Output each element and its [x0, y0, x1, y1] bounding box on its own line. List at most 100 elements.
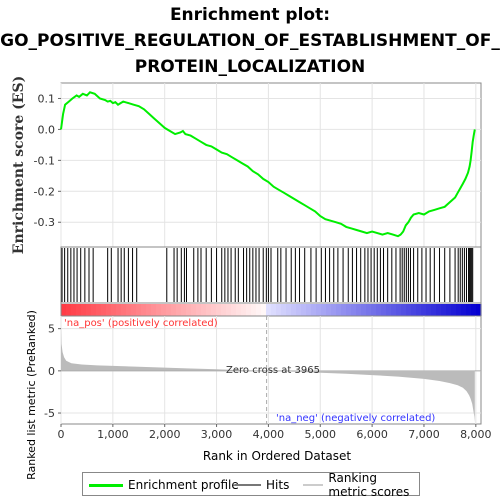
es-y-tick-label: 0.1: [38, 92, 56, 105]
negative-correlation-label: 'na_neg' (negatively correlated): [276, 413, 435, 424]
color-bar-segment: [301, 304, 307, 316]
color-bar-segment: [96, 304, 102, 316]
color-bar-segment: [166, 304, 172, 316]
es-y-tick-label: -0.2: [34, 185, 55, 198]
color-bar-segment: [406, 304, 412, 316]
color-bar-segment: [416, 304, 422, 316]
color-bar-segment: [256, 304, 262, 316]
color-bar-segment: [326, 304, 332, 316]
color-bar-segment: [91, 304, 97, 316]
color-bar-segment: [381, 304, 387, 316]
x-tick-label: 4,000: [253, 428, 285, 441]
ranking-x-ticks: 0 1,000 2,000 3,000 4,000 5,000 6,000 7,000 8,00…: [58, 424, 492, 441]
color-bar-segment: [211, 304, 217, 316]
color-bar-segment: [61, 304, 67, 316]
color-bar-segment: [146, 304, 152, 316]
color-bar-segment: [371, 304, 377, 316]
color-bar-segment: [71, 304, 77, 316]
es-y-tick-label: 0.0: [38, 123, 56, 136]
color-bar-segment: [436, 304, 442, 316]
es-y-tick-label: -0.3: [34, 216, 55, 229]
color-bar-segment: [411, 304, 417, 316]
color-bar-segment: [231, 304, 237, 316]
title-line-1: Enrichment plot:: [169, 5, 331, 25]
title-line-2: GO_POSITIVE_REGULATION_OF_ESTABLISHMENT_…: [0, 31, 500, 51]
color-bar-segment: [366, 304, 372, 316]
es-y-tick-label: -0.1: [34, 154, 55, 167]
ranking-metric-area: [61, 327, 475, 423]
es-panel: 0.1 0.0 -0.1 -0.2 -0.3 Enrichment score (ES): [11, 76, 482, 254]
legend-swatch-enrichment-profile: [89, 483, 123, 487]
color-bar-segment: [296, 304, 302, 316]
color-bar-segment: [466, 304, 472, 316]
positive-correlation-label: 'na_pos' (positively correlated): [64, 318, 218, 329]
legend-label-enrichment-profile: Enrichment profile: [128, 478, 239, 492]
color-bar-segment: [476, 304, 482, 316]
color-bar-segment: [391, 304, 397, 316]
color-bar-segment: [401, 304, 407, 316]
color-bar-segment: [196, 304, 202, 316]
x-tick-label: 5,000: [305, 428, 337, 441]
color-bar-segment: [451, 304, 457, 316]
ranking-panel: 50-5 0 1,000 2,000 3,000 4,000 5,000 6,000 7,00…: [25, 310, 492, 480]
color-bar-segment: [361, 304, 367, 316]
color-bar-segment: [431, 304, 437, 316]
x-tick-label: 8,000: [460, 428, 492, 441]
legend-swatch-ranking-metric: [303, 484, 324, 486]
color-bar-segment: [221, 304, 227, 316]
x-tick-label: 2,000: [149, 428, 181, 441]
legend-item-hits: Hits: [235, 477, 289, 493]
hits-lines: [61, 248, 474, 302]
color-bar-segment: [446, 304, 452, 316]
color-bar-segment: [236, 304, 242, 316]
color-bar-segment: [471, 304, 477, 316]
x-tick-label: 0: [58, 428, 65, 441]
color-bar-segment: [456, 304, 462, 316]
es-grid: [60, 83, 481, 247]
legend: Enrichment profile Hits Ranking metric s…: [82, 471, 420, 499]
es-y-ticks: 0.1 0.0 -0.1 -0.2 -0.3: [34, 92, 61, 229]
legend-label-hits: Hits: [266, 478, 290, 492]
ranking-color-bar: [61, 304, 482, 316]
color-bar-segment: [241, 304, 247, 316]
title-line-3: PROTEIN_LOCALIZATION: [134, 57, 366, 77]
color-bar-segment: [76, 304, 82, 316]
color-bar-segment: [156, 304, 162, 316]
legend-swatch-hits: [235, 484, 261, 486]
color-bar-segment: [201, 304, 207, 316]
color-bar-segment: [141, 304, 147, 316]
x-tick-label: 3,000: [201, 428, 233, 441]
hits-panel: [60, 246, 482, 317]
color-bar-segment: [351, 304, 357, 316]
color-bar-segment: [191, 304, 197, 316]
legend-item-ranking-metric: Ranking metric scores: [303, 471, 419, 499]
ranking-y-tick-label: 5: [48, 323, 55, 336]
x-tick-label: 6,000: [356, 428, 388, 441]
color-bar-segment: [336, 304, 342, 316]
color-bar-segment: [266, 304, 272, 316]
ranking-y-tick-label: 0: [48, 365, 55, 378]
x-tick-label: 7,000: [408, 428, 440, 441]
color-bar-segment: [341, 304, 347, 316]
legend-item-enrichment-profile: Enrichment profile: [89, 477, 239, 493]
ranking-y-axis-label: Ranked list metric (PreRanked): [25, 310, 38, 480]
color-bar-segment: [111, 304, 117, 316]
color-bar-segment: [121, 304, 127, 316]
color-bar-segment: [186, 304, 192, 316]
color-bar-segment: [251, 304, 257, 316]
color-bar-segment: [461, 304, 467, 316]
color-bar-segment: [101, 304, 107, 316]
enrichment-profile-line: [60, 91, 476, 238]
legend-label-ranking-metric: Ranking metric scores: [328, 471, 410, 499]
color-bar-segment: [161, 304, 167, 316]
color-bar-segment: [116, 304, 122, 316]
color-bar-segment: [421, 304, 427, 316]
color-bar-segment: [376, 304, 382, 316]
color-bar-segment: [206, 304, 212, 316]
color-bar-segment: [86, 304, 92, 316]
color-bar-segment: [426, 304, 432, 316]
color-bar-segment: [246, 304, 252, 316]
color-bar-segment: [356, 304, 362, 316]
ranking-y-ticks: 5 0 -5: [44, 323, 61, 420]
color-bar-segment: [316, 304, 322, 316]
